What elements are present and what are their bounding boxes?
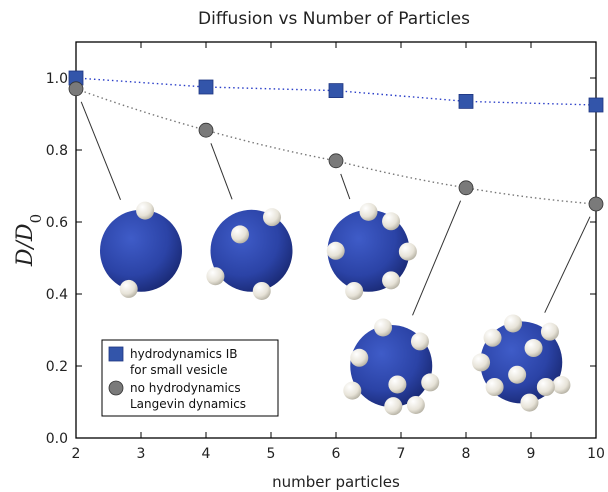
attached-particle	[343, 381, 362, 400]
attached-particle	[345, 281, 364, 300]
plot-area: 2 3 4 5 6 7 8 9 10 0.0 0.2 0.4 0.6 0.8 1.0 D/D0 hydrodyn…	[13, 41, 605, 462]
attached-particle	[540, 322, 559, 341]
data-point-square	[328, 83, 344, 98]
inset-leader-line	[340, 173, 351, 200]
vesicle-sphere	[100, 209, 182, 292]
vesicle-sphere	[210, 209, 293, 292]
y-tick-label: 0.0	[46, 431, 68, 447]
y-tick-label: 0.4	[46, 287, 68, 303]
attached-particle	[421, 373, 440, 392]
x-tick-label: 6	[332, 446, 341, 462]
vesicle-inset	[343, 318, 440, 416]
attached-particle	[350, 348, 369, 367]
x-tick-label: 2	[72, 446, 81, 462]
attached-particle	[388, 375, 407, 394]
series-line-0	[75, 77, 597, 106]
legend-marker-square	[108, 346, 124, 362]
x-tick-label: 5	[267, 446, 276, 462]
vesicle-inset	[206, 208, 293, 300]
x-axis-label: number particles	[272, 473, 400, 491]
data-point-circle	[68, 81, 84, 97]
vesicle-inset	[326, 202, 417, 300]
attached-particle	[359, 202, 378, 221]
legend-label: Langevin dynamics	[130, 397, 246, 411]
y-tick-label: 1.0	[46, 71, 68, 87]
legend-label: for small vesicle	[130, 363, 227, 377]
x-tick-label: 7	[397, 446, 406, 462]
data-point-square	[458, 94, 474, 109]
vesicle-inset	[100, 201, 182, 298]
data-point-circle	[328, 153, 344, 169]
data-point-circle	[458, 180, 474, 196]
attached-particle	[382, 212, 401, 231]
attached-particle	[520, 393, 539, 412]
vesicle-sphere	[327, 209, 410, 292]
attached-particle	[384, 397, 403, 416]
legend-label: no hydrodynamics	[130, 381, 241, 395]
attached-particle	[326, 241, 345, 260]
attached-particle	[119, 279, 138, 298]
attached-particle	[536, 378, 555, 396]
legend: hydrodynamics IB for small vesicle no hydr…	[101, 339, 279, 417]
data-point-circle	[588, 196, 604, 212]
data-point-square	[588, 97, 604, 113]
x-tick-label: 3	[137, 446, 146, 462]
y-tick-label: 0.6	[46, 215, 68, 231]
attached-particle	[398, 242, 417, 261]
vesicle-sphere	[350, 325, 433, 407]
attached-particle	[136, 201, 155, 220]
x-tick-label: 4	[202, 446, 211, 462]
y-tick-label: 0.8	[46, 143, 68, 159]
inset-leader-line	[544, 216, 591, 313]
data-point-circle	[198, 122, 214, 138]
y-tick-label: 0.2	[46, 359, 68, 375]
y-axis-label: D/D0	[13, 214, 45, 267]
attached-particle	[382, 271, 401, 290]
attached-particle	[410, 332, 429, 351]
attached-particle	[206, 267, 225, 286]
attached-particle	[472, 353, 491, 372]
inset-leader-line	[412, 200, 462, 316]
attached-particle	[374, 318, 393, 337]
attached-particle	[552, 375, 571, 394]
attached-particle	[485, 378, 504, 396]
x-tick-label: 8	[462, 446, 471, 462]
attached-particle	[524, 339, 543, 358]
inset-leader-line	[210, 143, 233, 200]
series-line-1	[75, 88, 597, 205]
attached-particle	[263, 208, 281, 227]
legend-marker-circle	[108, 380, 124, 396]
x-tick-label: 10	[587, 446, 605, 462]
attached-particle	[504, 314, 523, 333]
attached-particle	[508, 365, 527, 384]
attached-particle	[231, 225, 250, 244]
attached-particle	[406, 395, 425, 414]
attached-particle	[483, 328, 502, 347]
x-tick-label: 9	[527, 446, 536, 462]
attached-particle	[252, 281, 271, 300]
inset-leader-line	[80, 101, 121, 200]
data-point-square	[198, 79, 214, 95]
legend-box	[101, 339, 279, 417]
chart-title: Diffusion vs Number of Particles	[198, 9, 470, 29]
vesicle-inset	[472, 314, 571, 412]
legend-label: hydrodynamics IB	[130, 347, 237, 361]
